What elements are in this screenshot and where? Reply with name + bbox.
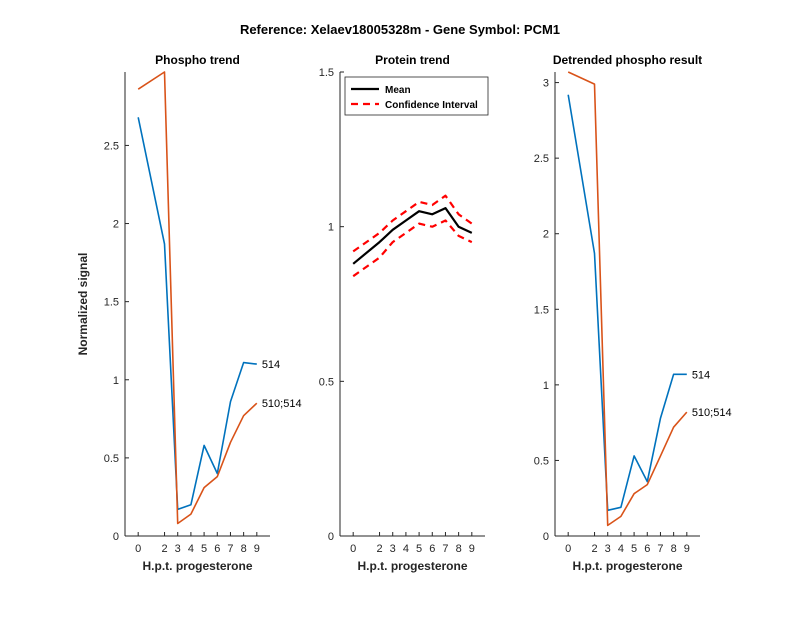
chart-panel-2: 0 2 3 4 5 6 7 8 9 0 0.5 1 1.5 Protein trend H.p.t. pro… (319, 53, 489, 573)
figure-title: Reference: Xelaev18005328m - Gene Symbol… (240, 22, 560, 37)
y-tick-label: 2 (113, 219, 119, 231)
x-tick-label: 5 (416, 543, 422, 555)
x-tick-label: 9 (469, 543, 475, 555)
series-line-514 (137, 117, 257, 511)
y-tick-label: 0 (328, 531, 334, 543)
x-axis-title: H.p.t. progesterone (142, 559, 252, 573)
series-line-lower-confidence (352, 219, 473, 278)
x-tick-label: 4 (188, 543, 194, 555)
x-tick-label: 2 (591, 543, 597, 555)
x-tick-label: 7 (657, 543, 663, 555)
panel-title: Detrended phospho result (553, 53, 702, 67)
series-end-label: 510;514 (692, 407, 732, 419)
x-tick-label: 0 (565, 543, 571, 555)
legend-box (344, 76, 489, 116)
x-tick-label: 4 (403, 543, 409, 555)
y-tick-label: 1.5 (534, 304, 549, 316)
x-tick-label: 3 (390, 543, 396, 555)
y-tick-label: 0.5 (319, 376, 334, 388)
y-tick-label: 0.5 (534, 455, 549, 467)
series-line-514 (567, 94, 687, 512)
x-tick-label: 0 (135, 543, 141, 555)
series-end-label: 514 (262, 359, 280, 371)
y-tick-label: 1 (113, 375, 119, 387)
series-line-510-514 (567, 71, 688, 527)
x-tick-label: 8 (456, 543, 462, 555)
y-tick-label: 3 (543, 78, 549, 90)
x-tick-label: 2 (376, 543, 382, 555)
panel-title: Protein trend (375, 53, 450, 67)
x-tick-label: 3 (605, 543, 611, 555)
x-axis-title: H.p.t. progesterone (357, 559, 467, 573)
series-line-confidence-interval (352, 194, 473, 253)
x-tick-label: 3 (175, 543, 181, 555)
series-line-510-514 (137, 71, 258, 525)
x-tick-label: 9 (684, 543, 690, 555)
x-tick-label: 9 (254, 543, 260, 555)
y-tick-label: 2 (543, 229, 549, 241)
x-tick-label: 0 (350, 543, 356, 555)
y-axis-title: Normalized signal (76, 253, 90, 356)
x-tick-label: 2 (161, 543, 167, 555)
y-tick-label: 0 (113, 531, 119, 543)
y-tick-label: 0 (543, 531, 549, 543)
x-tick-label: 5 (201, 543, 207, 555)
x-tick-label: 8 (241, 543, 247, 555)
x-tick-label: 6 (644, 543, 650, 555)
x-axis-title: H.p.t. progesterone (572, 559, 682, 573)
x-tick-label: 7 (442, 543, 448, 555)
x-tick-label: 4 (618, 543, 624, 555)
legend-label: Confidence Interval (385, 100, 478, 111)
x-tick-label: 6 (214, 543, 220, 555)
y-tick-label: 2.5 (104, 140, 119, 152)
x-tick-label: 8 (671, 543, 677, 555)
x-tick-label: 5 (631, 543, 637, 555)
series-end-label: 510;514 (262, 398, 302, 410)
y-tick-label: 1 (543, 380, 549, 392)
y-tick-label: 0.5 (104, 453, 119, 465)
y-tick-label: 1.5 (104, 297, 119, 309)
y-tick-label: 1 (328, 222, 334, 234)
x-tick-label: 6 (429, 543, 435, 555)
legend-label: Mean (385, 85, 411, 96)
series-end-label: 514 (692, 369, 710, 381)
x-tick-label: 7 (227, 543, 233, 555)
y-tick-label: 2.5 (534, 153, 549, 165)
series-line-mean (352, 207, 473, 265)
y-tick-label: 1.5 (319, 67, 334, 79)
panel-title: Phospho trend (155, 53, 240, 67)
